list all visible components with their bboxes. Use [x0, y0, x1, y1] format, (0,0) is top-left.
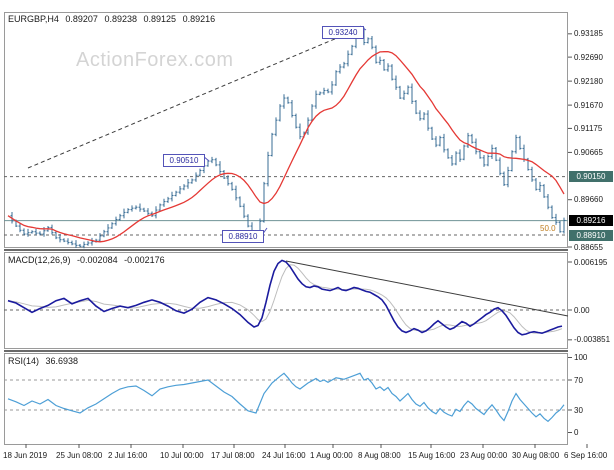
macd-trendline: [285, 260, 569, 317]
time-axis-label: 6 Sep 16:00: [564, 451, 608, 460]
time-axis-label: 8 Aug 08:00: [358, 451, 401, 460]
panel-splitter[interactable]: [4, 249, 568, 251]
rsi-value: 36.6938: [45, 356, 79, 366]
time-axis-label: 23 Aug 00:00: [460, 451, 508, 460]
watermark: ActionForex.com: [76, 49, 234, 71]
time-axis-label: 1 Aug 00:00: [310, 451, 353, 460]
price-level-box[interactable]: 0.88910: [222, 229, 264, 243]
macd-indicator-name: MACD(12,26,9): [8, 255, 71, 265]
main-price-panel[interactable]: [4, 12, 568, 248]
ohlc-low: 0.89125: [143, 14, 177, 24]
time-axis-label: 2 Jul 16:00: [108, 451, 148, 460]
price-axis-label: 0.89660: [574, 195, 603, 205]
panel-splitter[interactable]: [4, 350, 568, 352]
macd-value-main: -0.002084: [77, 255, 118, 265]
price-axis-label: 0.93185: [574, 29, 603, 39]
rsi-panel[interactable]: [4, 353, 568, 445]
macd-axis-label: 0.006195: [574, 257, 608, 267]
rsi-axis-label: 100: [574, 353, 588, 362]
price-axis-label: 0.92690: [574, 52, 603, 62]
rsi-indicator-name: RSI(14): [8, 356, 40, 366]
rsi-axis-label: 70: [574, 375, 583, 385]
price-marker-teal: 0.90150: [569, 171, 613, 183]
price-level-box[interactable]: 0.90510: [163, 154, 205, 168]
macd-header: MACD(12,26,9) -0.002084 -0.002176: [8, 255, 169, 265]
price-marker-teal: 0.88910: [569, 229, 613, 241]
rsi-axis-label: 0: [574, 428, 579, 437]
rsi-axis-label: 30: [574, 405, 583, 415]
price-axis-label: 0.92180: [574, 76, 603, 86]
rsi-line: [7, 372, 565, 423]
macd-main-line: [7, 259, 563, 336]
ohlc-high: 0.89238: [104, 14, 137, 24]
macd-signal-line: [7, 264, 563, 334]
price-level-box[interactable]: 0.93240: [322, 25, 364, 39]
time-axis-label: 17 Jul 08:00: [211, 451, 255, 460]
time-axis-label: 24 Jul 16:00: [262, 451, 306, 460]
macd-value-signal: -0.002176: [124, 255, 165, 265]
moving-average-line: [7, 50, 565, 243]
price-axis-label: 0.90665: [574, 147, 603, 157]
time-axis-label: 30 Aug 08:00: [512, 451, 560, 460]
ohlc-close: 0.89216: [182, 14, 216, 24]
rsi-header: RSI(14) 36.6938: [8, 356, 82, 366]
ohlc-header: EURGBP,H4 0.89207 0.89238 0.89125 0.8921…: [8, 14, 219, 24]
macd-axis-label: 0.00: [574, 305, 590, 315]
ohlc-open: 0.89207: [65, 14, 98, 24]
time-axis-label: 15 Aug 16:00: [408, 451, 456, 460]
symbol-timeframe: EURGBP,H4: [8, 14, 59, 24]
fibonacci-label: 50.0: [540, 224, 556, 233]
time-axis-label: 18 Jun 2019: [3, 451, 48, 460]
price-axis-label: 0.88655: [574, 242, 603, 252]
price-marker-black: 0.89216: [569, 215, 613, 227]
time-axis-label: 25 Jun 08:00: [56, 451, 103, 460]
time-axis-label: 10 Jul 00:00: [160, 451, 204, 460]
ascending-trendline: [27, 29, 357, 169]
macd-axis-label: -0.003851: [574, 335, 611, 345]
price-axis-label: 0.91175: [574, 123, 603, 133]
price-axis-label: 0.91670: [574, 100, 603, 110]
